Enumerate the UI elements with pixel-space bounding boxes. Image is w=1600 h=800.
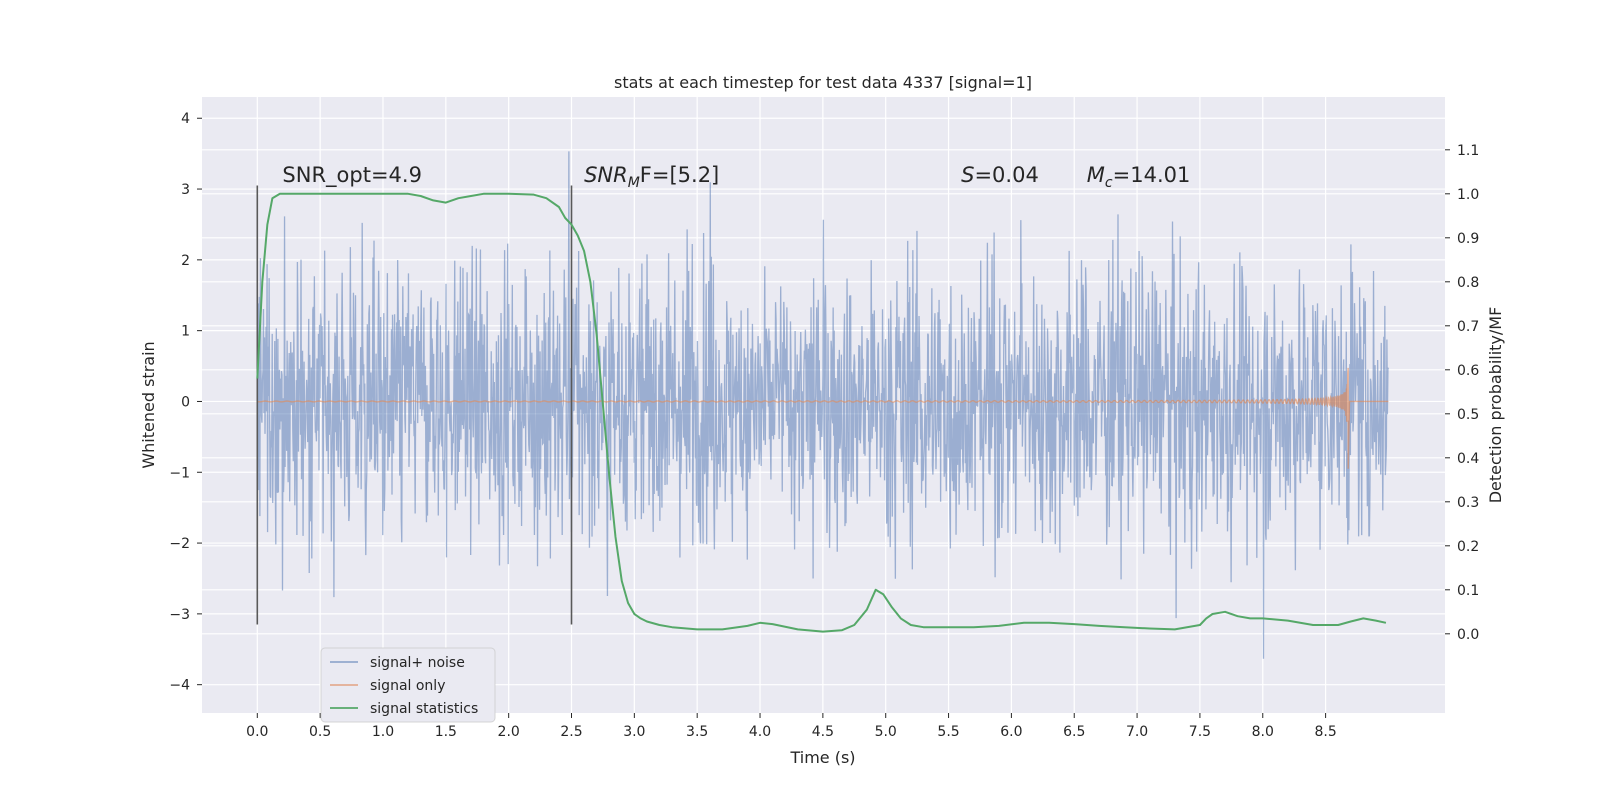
x-tick-label-8: 4.0 bbox=[749, 724, 771, 740]
annotation-snr-mf: SNRMF=[5.2] bbox=[584, 163, 719, 191]
x-tick-label-15: 7.5 bbox=[1189, 724, 1211, 740]
y2-tick-label-4: 0.4 bbox=[1457, 451, 1479, 467]
y-axis-label: Whitened strain bbox=[139, 341, 158, 468]
noise-line bbox=[256, 151, 1390, 659]
annotation-mc: Mc=14.01 bbox=[1087, 163, 1191, 191]
x-tick-label-7: 3.5 bbox=[686, 724, 708, 740]
x-tick-label-13: 6.5 bbox=[1063, 724, 1085, 740]
y-axis-ticks: −4 −3 −2 −1 0 1 2 3 4 bbox=[169, 111, 202, 694]
x-tick-label-3: 1.5 bbox=[435, 724, 457, 740]
annotation-s-value: =0.04 bbox=[974, 163, 1038, 187]
y2-tick-label-6: 0.6 bbox=[1457, 363, 1479, 379]
y2-tick-label-11: 1.1 bbox=[1457, 143, 1479, 159]
y2-tick-label-3: 0.3 bbox=[1457, 495, 1479, 511]
x-tick-label-4: 2.0 bbox=[498, 724, 520, 740]
y2-axis-ticks: 0.0 0.1 0.2 0.3 0.4 0.5 0.6 0.7 0.8 0.9 1.0 1.1 bbox=[1445, 143, 1479, 643]
x-tick-label-16: 8.0 bbox=[1252, 724, 1274, 740]
stat-line bbox=[256, 192, 1387, 633]
y-tick-label-1: −3 bbox=[169, 607, 190, 623]
x-tick-label-12: 6.0 bbox=[1000, 724, 1022, 740]
y2-tick-label-10: 1.0 bbox=[1457, 187, 1479, 203]
x-axis-label: Time (s) bbox=[789, 748, 855, 767]
y2-tick-label-1: 0.1 bbox=[1457, 583, 1479, 599]
y-tick-label-6: 2 bbox=[181, 253, 190, 269]
x-tick-label-1: 0.5 bbox=[309, 724, 331, 740]
x-tick-label-9: 4.5 bbox=[812, 724, 834, 740]
y2-tick-label-8: 0.8 bbox=[1457, 275, 1479, 291]
signal-series bbox=[257, 367, 1389, 469]
annotation-snr-opt: SNR_opt=4.9 bbox=[282, 163, 422, 188]
y2-axis-label: Detection probability/MF bbox=[1486, 307, 1505, 504]
chart-title: stats at each timestep for test data 433… bbox=[614, 73, 1032, 92]
x-tick-label-2: 1.0 bbox=[372, 724, 394, 740]
y-tick-label-7: 3 bbox=[181, 182, 190, 198]
annotation-snr-mf-main: SNR bbox=[584, 163, 628, 187]
annotation-mc-symbol: M bbox=[1087, 163, 1105, 187]
annotation-snr-mf-sub: M bbox=[628, 175, 640, 191]
annotation-snr-mf-value: F=[5.2] bbox=[640, 163, 719, 187]
x-tick-label-14: 7.0 bbox=[1126, 724, 1148, 740]
noise-series bbox=[256, 151, 1390, 659]
legend-label-signal: signal only bbox=[370, 678, 445, 694]
y2-tick-label-5: 0.5 bbox=[1457, 407, 1479, 423]
y-tick-label-8: 4 bbox=[181, 111, 190, 127]
signal-line bbox=[257, 367, 1389, 469]
x-axis-ticks: 0.0 0.5 1.0 1.5 2.0 2.5 3.0 3.5 4.0 4.5 5.0 5.5 6.0 6… bbox=[246, 713, 1337, 740]
annotation-mc-sub: c bbox=[1105, 175, 1113, 191]
y-tick-label-5: 1 bbox=[181, 324, 190, 340]
legend-label-noise: signal+ noise bbox=[370, 655, 465, 671]
y-tick-label-4: 0 bbox=[181, 394, 190, 410]
legend-box bbox=[320, 647, 496, 723]
x-tick-label-10: 5.0 bbox=[875, 724, 897, 740]
annotation-s: S=0.04 bbox=[961, 163, 1039, 187]
x-tick-label-5: 2.5 bbox=[560, 724, 582, 740]
annotation-s-symbol: S bbox=[961, 163, 974, 187]
y2-tick-label-7: 0.7 bbox=[1457, 319, 1479, 335]
legend: signal+ noise signal only signal statist… bbox=[320, 647, 496, 723]
y2-tick-label-9: 0.9 bbox=[1457, 231, 1479, 247]
y-tick-label-0: −4 bbox=[169, 678, 190, 694]
x-tick-label-6: 3.0 bbox=[623, 724, 645, 740]
statistics-series bbox=[256, 192, 1387, 633]
vertical-markers bbox=[256, 185, 573, 625]
y2-tick-label-2: 0.2 bbox=[1457, 539, 1479, 555]
legend-label-stat: signal statistics bbox=[370, 701, 478, 717]
x-tick-label-17: 8.5 bbox=[1314, 724, 1336, 740]
annotations: SNR_opt=4.9 SNRMF=[5.2] S=0.04 Mc=14.01 bbox=[282, 163, 1190, 191]
y-tick-label-3: −1 bbox=[169, 465, 190, 481]
annotation-mc-value: =14.01 bbox=[1113, 163, 1191, 187]
y-tick-label-2: −2 bbox=[169, 536, 190, 552]
y2-tick-label-0: 0.0 bbox=[1457, 627, 1479, 643]
x-tick-label-0: 0.0 bbox=[246, 724, 268, 740]
x-tick-label-11: 5.5 bbox=[937, 724, 959, 740]
